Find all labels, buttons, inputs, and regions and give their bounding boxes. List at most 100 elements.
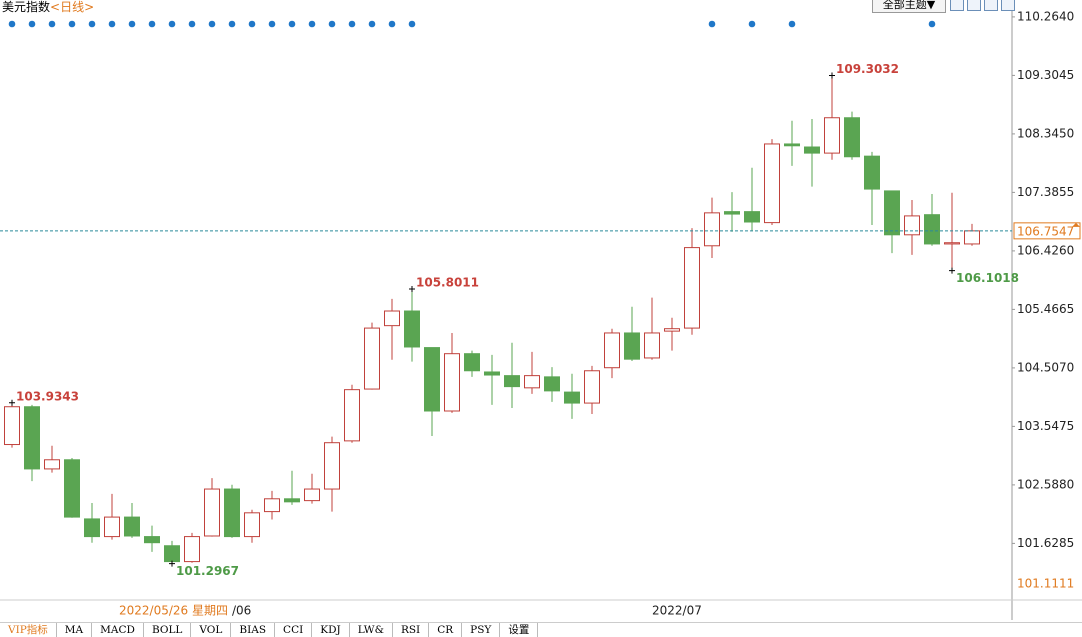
subtitle: <日线>	[50, 0, 95, 14]
candle-body	[764, 143, 780, 224]
event-marker	[88, 20, 96, 28]
candle-body	[504, 375, 520, 388]
high-label: 109.3032	[836, 62, 899, 76]
candle-body	[964, 230, 980, 245]
event-marker	[268, 20, 276, 28]
candle-body	[864, 155, 880, 190]
event-marker	[408, 20, 416, 28]
candle-body	[324, 442, 340, 490]
tab[interactable]: CR	[429, 623, 463, 637]
icon[interactable]	[950, 0, 964, 11]
candle-body	[544, 376, 560, 392]
tab[interactable]: VOL	[191, 623, 232, 637]
tab[interactable]: VIP指标	[0, 623, 57, 637]
candle-body	[104, 516, 120, 538]
tab[interactable]: MA	[57, 623, 93, 637]
candle-body	[284, 498, 300, 503]
y-tick-label: 101.6285	[1017, 536, 1074, 550]
candle-body	[744, 211, 760, 223]
low-label: 106.1018	[956, 271, 1019, 285]
candle-body	[224, 488, 240, 538]
event-marker	[128, 20, 136, 28]
y-tick-label: 109.3045	[1017, 68, 1074, 82]
candle-body	[124, 516, 140, 537]
icon[interactable]	[1001, 0, 1015, 11]
event-marker	[148, 20, 156, 28]
candle-body	[464, 353, 480, 372]
candle-body	[384, 310, 400, 327]
toolbar	[950, 0, 1015, 11]
candle-body	[784, 143, 800, 147]
candle-body	[524, 375, 540, 389]
candle-body	[4, 406, 20, 446]
event-marker	[308, 20, 316, 28]
tab[interactable]: KDJ	[312, 623, 350, 637]
candle-body	[804, 146, 820, 154]
candle-body	[404, 310, 420, 348]
event-marker	[8, 20, 16, 28]
candle-body	[84, 518, 100, 538]
y-tick-label: 107.3855	[1017, 185, 1074, 199]
candle-body	[344, 389, 360, 442]
extreme-cross	[829, 72, 835, 79]
candle-body	[244, 512, 260, 538]
extreme-cross	[949, 267, 955, 274]
theme-menu[interactable]: 全部主题▼	[872, 0, 946, 13]
candle-body	[904, 215, 920, 236]
candle-body	[44, 459, 60, 470]
tab[interactable]: 设置	[500, 623, 539, 637]
candle-body	[624, 332, 640, 360]
event-marker	[248, 20, 256, 28]
y-tick-label: 110.2640	[1017, 9, 1074, 23]
event-marker	[368, 20, 376, 28]
event-marker	[348, 20, 356, 28]
candle-body	[424, 347, 440, 412]
cursor-date: 2022/05/26 星期四	[119, 604, 228, 618]
tab[interactable]: BOLL	[144, 623, 192, 637]
candle-body	[684, 247, 700, 329]
y-tick-label: 102.5880	[1017, 477, 1074, 491]
high-label: 103.9343	[16, 389, 79, 403]
icon[interactable]	[967, 0, 981, 11]
range-low-label: 101.1111	[1017, 576, 1074, 590]
tab[interactable]: BIAS	[231, 623, 276, 637]
last-price-box	[1013, 222, 1081, 240]
event-marker	[388, 20, 396, 28]
candle-body	[664, 328, 680, 332]
candle-body	[604, 332, 620, 369]
candle-body	[204, 488, 220, 537]
icon[interactable]	[984, 0, 998, 11]
candle-body	[264, 498, 280, 513]
tab[interactable]: PSY	[462, 623, 501, 637]
tab[interactable]: LW&	[350, 623, 393, 637]
tab[interactable]: RSI	[393, 623, 430, 637]
candle-body	[824, 117, 840, 154]
x-tick-label: 2022/07	[652, 604, 702, 618]
header: 美元指数<日线>	[2, 0, 94, 15]
high-label: 105.8011	[416, 275, 479, 289]
low-label: 101.2967	[176, 564, 239, 578]
event-marker	[788, 20, 796, 28]
tab[interactable]: MACD	[92, 623, 144, 637]
event-marker	[328, 20, 336, 28]
candle-body	[704, 212, 720, 247]
candle-body	[484, 371, 500, 376]
candle-body	[184, 536, 200, 563]
candle-body	[944, 242, 960, 245]
event-marker	[748, 20, 756, 28]
candle-body	[64, 459, 80, 518]
y-tick-label: 105.4665	[1017, 302, 1074, 316]
event-marker	[288, 20, 296, 28]
last-price-arrow	[1072, 222, 1080, 227]
y-tick-label: 108.3450	[1017, 126, 1074, 140]
candle-body	[164, 545, 180, 563]
tab[interactable]: CCI	[275, 623, 313, 637]
event-marker	[168, 20, 176, 28]
y-tick-label: 106.4260	[1017, 243, 1074, 257]
event-marker	[108, 20, 116, 28]
event-marker	[68, 20, 76, 28]
candle-body	[884, 190, 900, 236]
title: 美元指数	[2, 0, 51, 14]
